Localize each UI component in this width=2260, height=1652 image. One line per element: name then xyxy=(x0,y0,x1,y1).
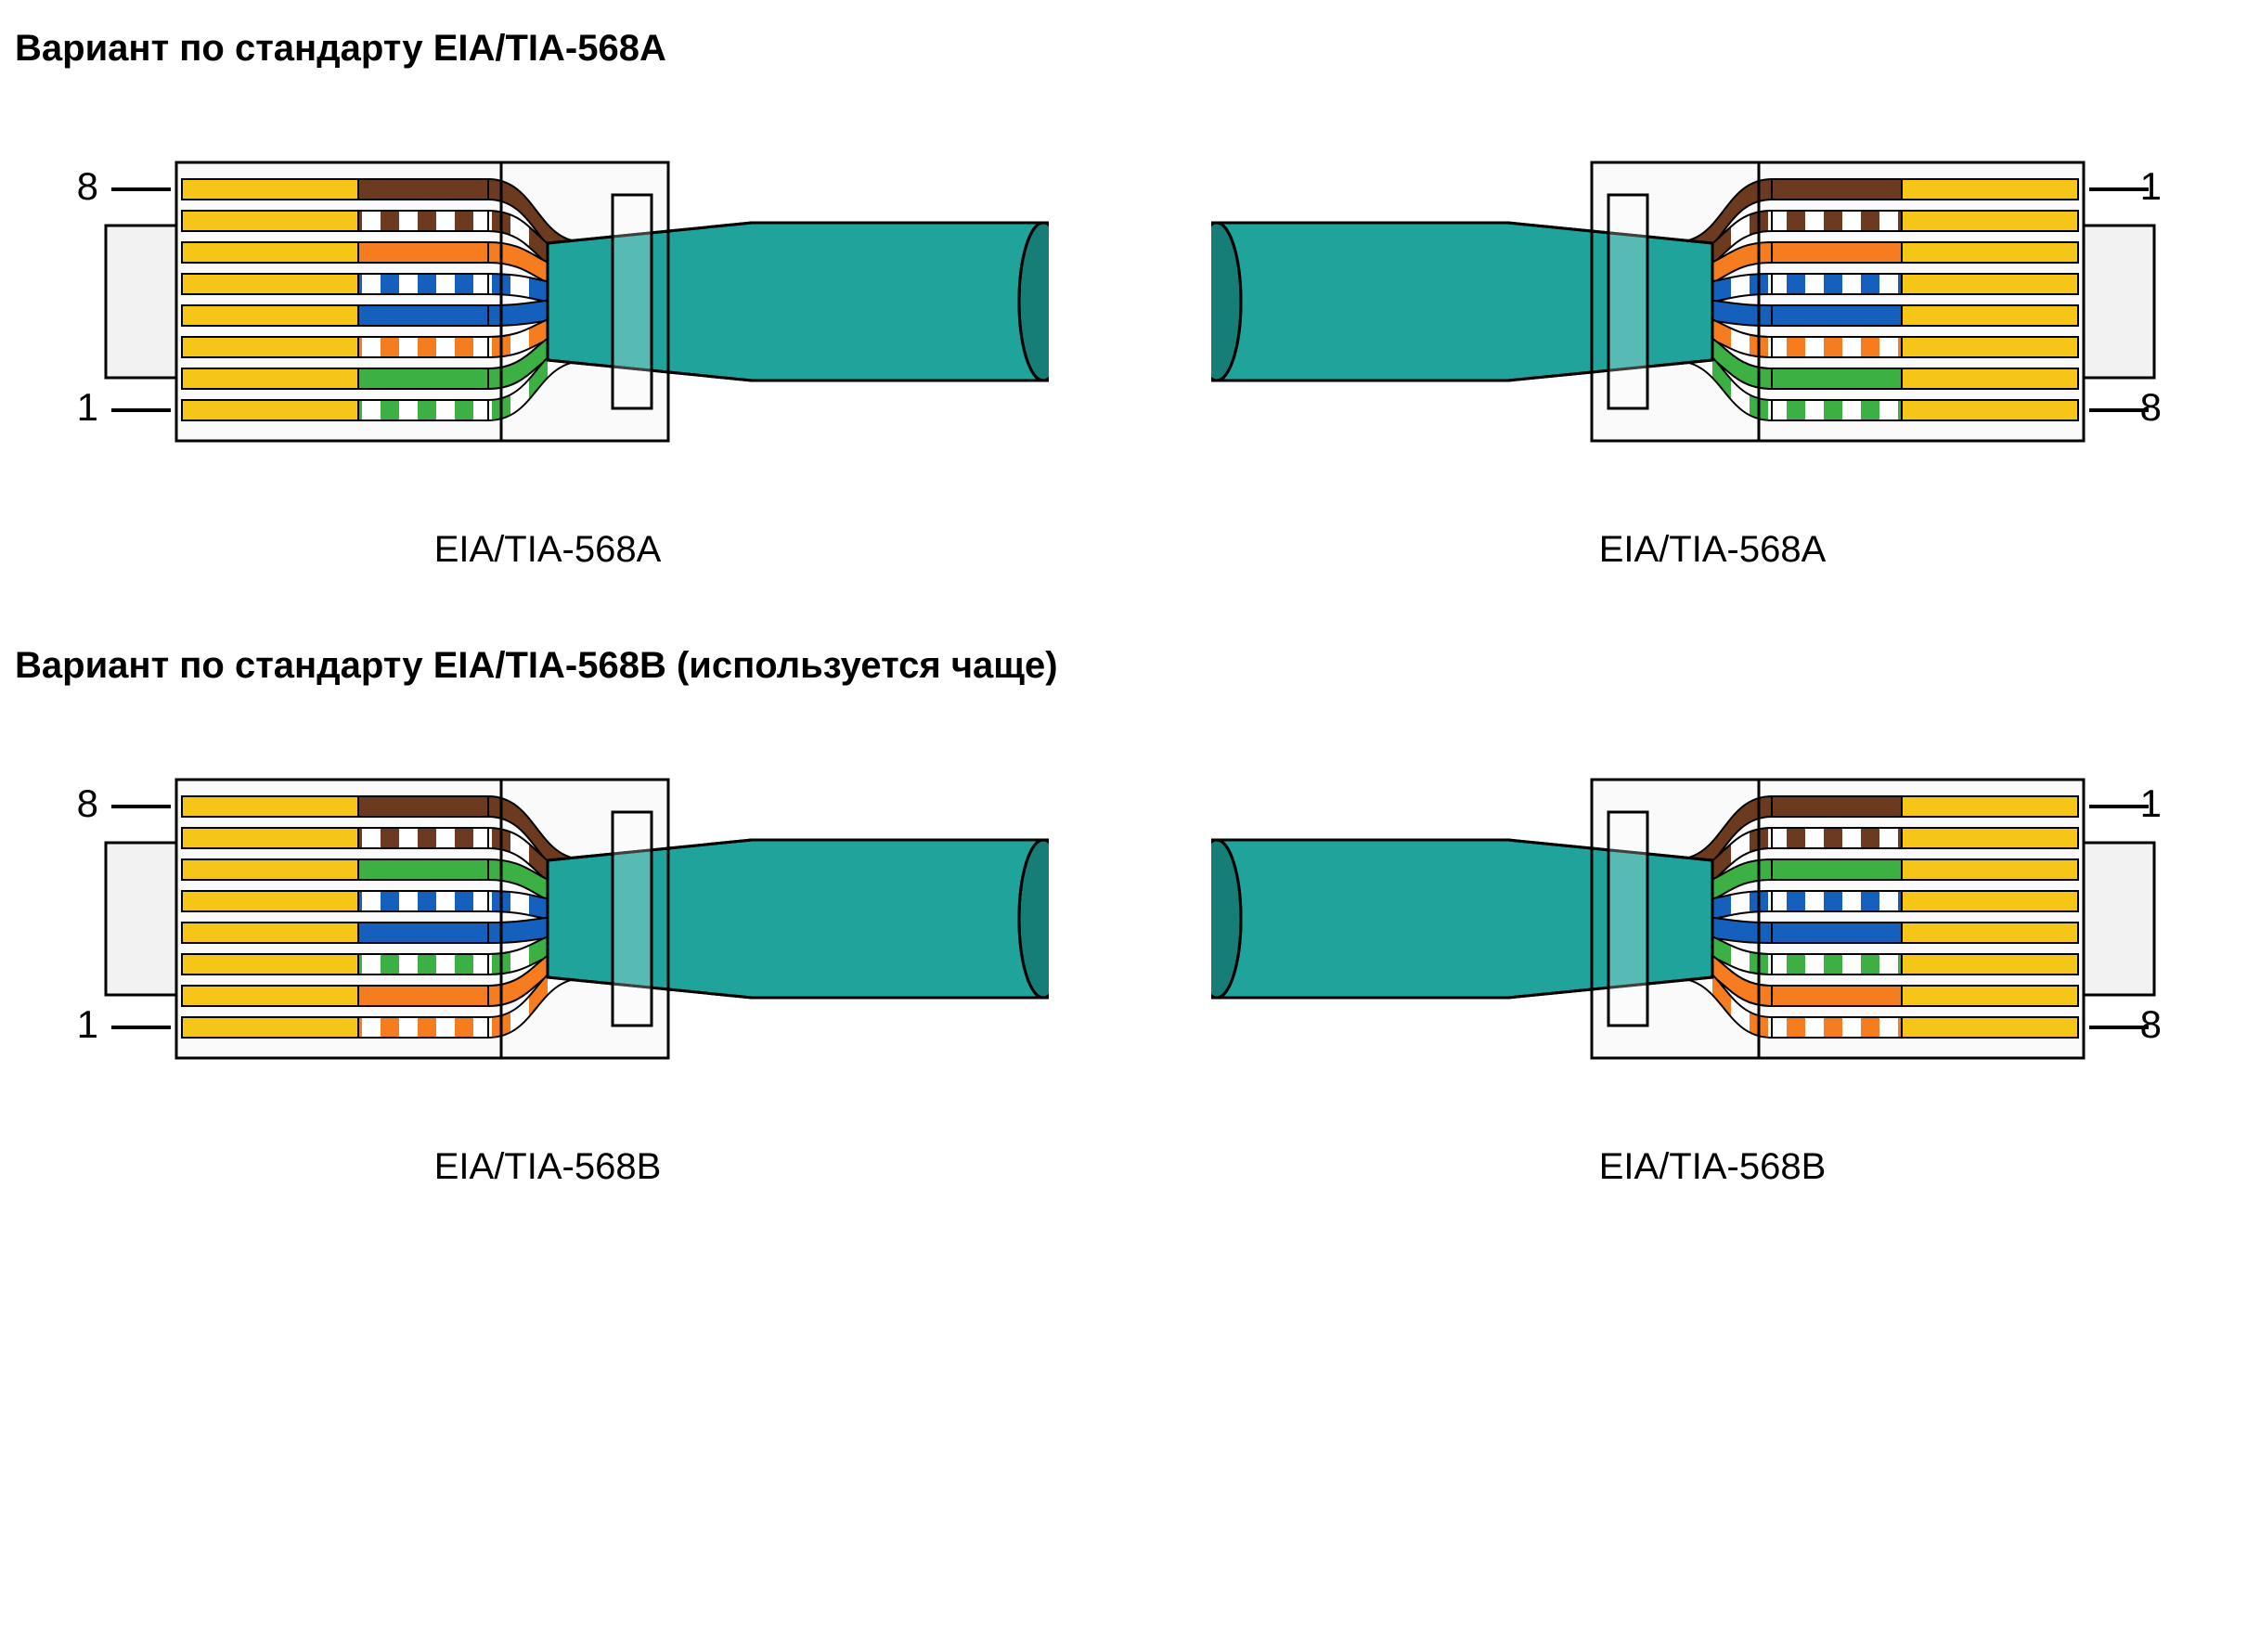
section-heading-b: Вариант по стандарту EIA/TIA-568B (испол… xyxy=(15,645,2251,687)
connector-a-right: 18 EIA/TIA-568A xyxy=(1211,125,2214,571)
svg-holder: 18 xyxy=(1211,125,2214,478)
svg-text:8: 8 xyxy=(2140,385,2162,429)
svg-text:8: 8 xyxy=(77,164,98,208)
svg-text:8: 8 xyxy=(77,781,98,825)
row-a: 81 EIA/TIA-568A 18 EIA/TIA-568A xyxy=(9,125,2251,571)
connector-a-left: 81 EIA/TIA-568A xyxy=(46,125,1049,571)
svg-text:1: 1 xyxy=(2140,164,2162,208)
section-568b: Вариант по стандарту EIA/TIA-568B (испол… xyxy=(9,645,2251,1188)
svg-text:1: 1 xyxy=(2140,781,2162,825)
svg-text:1: 1 xyxy=(77,385,98,429)
svg-holder: 81 xyxy=(46,125,1049,478)
label-a-left: EIA/TIA-568A xyxy=(434,529,662,571)
connector-b-left: 81 EIA/TIA-568B xyxy=(46,742,1049,1188)
svg-text:8: 8 xyxy=(2140,1002,2162,1046)
svg-text:1: 1 xyxy=(77,1002,98,1046)
connector-b-right: 18 EIA/TIA-568B xyxy=(1211,742,2214,1188)
section-568a: Вариант по стандарту EIA/TIA-568A 81 EIA… xyxy=(9,28,2251,571)
row-b: 81 EIA/TIA-568B 18 EIA/TIA-568B xyxy=(9,742,2251,1188)
label-b-left: EIA/TIA-568B xyxy=(434,1146,662,1188)
label-b-right: EIA/TIA-568B xyxy=(1599,1146,1827,1188)
svg-holder: 81 xyxy=(46,742,1049,1095)
section-heading-a: Вариант по стандарту EIA/TIA-568A xyxy=(15,28,2251,70)
svg-holder: 18 xyxy=(1211,742,2214,1095)
label-a-right: EIA/TIA-568A xyxy=(1599,529,1827,571)
